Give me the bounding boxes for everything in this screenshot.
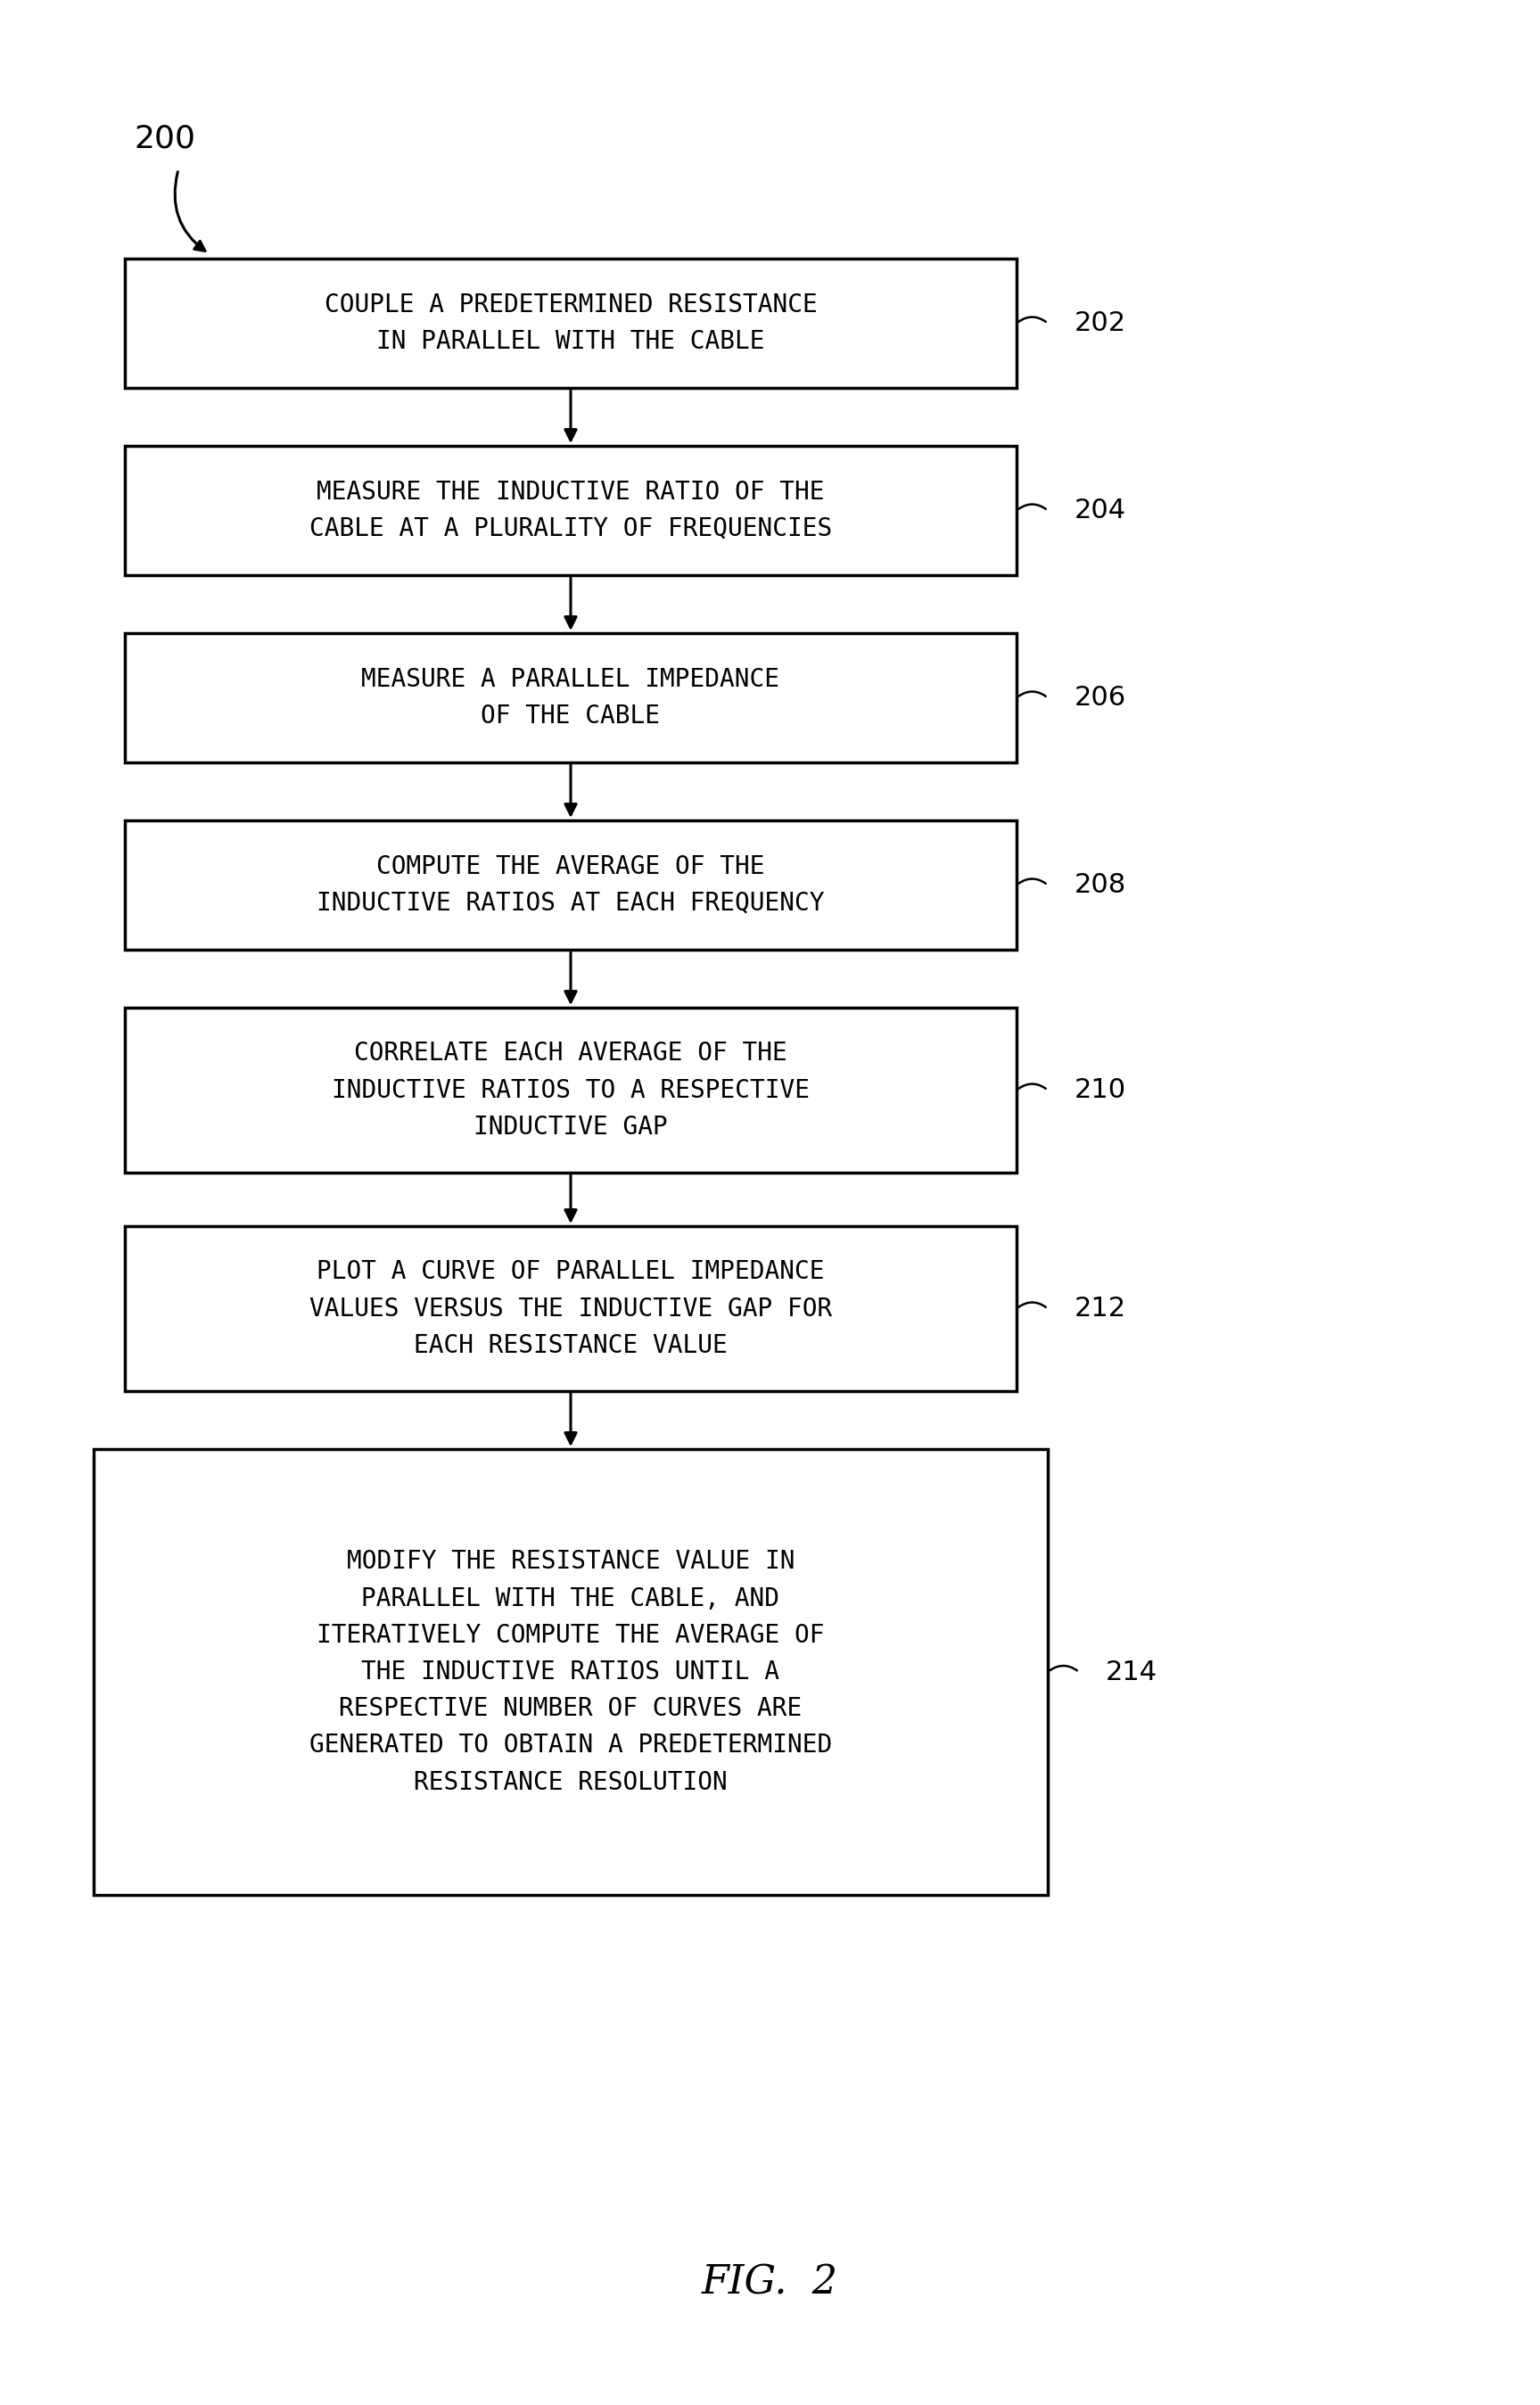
Bar [125, 1227, 1016, 1390]
Text: 214: 214 [1106, 1659, 1158, 1686]
Text: COUPLE A PREDETERMINED RESISTANCE
IN PARALLEL WITH THE CABLE: COUPLE A PREDETERMINED RESISTANCE IN PAR… [325, 293, 818, 354]
Bar [125, 1008, 1016, 1174]
Text: CORRELATE EACH AVERAGE OF THE
INDUCTIVE RATIOS TO A RESPECTIVE
INDUCTIVE GAP: CORRELATE EACH AVERAGE OF THE INDUCTIVE … [331, 1041, 810, 1140]
Text: FIG.  2: FIG. 2 [702, 2263, 838, 2302]
Text: 208: 208 [1075, 873, 1126, 897]
Bar [125, 445, 1016, 575]
Text: MEASURE A PARALLEL IMPEDANCE
OF THE CABLE: MEASURE A PARALLEL IMPEDANCE OF THE CABL… [362, 666, 779, 729]
Text: 212: 212 [1075, 1296, 1126, 1320]
Text: 210: 210 [1075, 1077, 1126, 1104]
Bar [125, 633, 1016, 762]
Bar [125, 260, 1016, 387]
Text: COMPUTE THE AVERAGE OF THE
INDUCTIVE RATIOS AT EACH FREQUENCY: COMPUTE THE AVERAGE OF THE INDUCTIVE RAT… [317, 854, 824, 916]
Text: 202: 202 [1075, 310, 1126, 337]
Text: MODIFY THE RESISTANCE VALUE IN
PARALLEL WITH THE CABLE, AND
ITERATIVELY COMPUTE : MODIFY THE RESISTANCE VALUE IN PARALLEL … [310, 1549, 832, 1794]
Text: 200: 200 [134, 123, 196, 154]
Text: PLOT A CURVE OF PARALLEL IMPEDANCE
VALUES VERSUS THE INDUCTIVE GAP FOR
EACH RESI: PLOT A CURVE OF PARALLEL IMPEDANCE VALUE… [310, 1260, 832, 1359]
Bar [125, 820, 1016, 950]
Text: MEASURE THE INDUCTIVE RATIO OF THE
CABLE AT A PLURALITY OF FREQUENCIES: MEASURE THE INDUCTIVE RATIO OF THE CABLE… [310, 479, 832, 541]
Text: 204: 204 [1075, 498, 1126, 524]
Text: 206: 206 [1075, 685, 1126, 712]
Bar [94, 1450, 1047, 1895]
